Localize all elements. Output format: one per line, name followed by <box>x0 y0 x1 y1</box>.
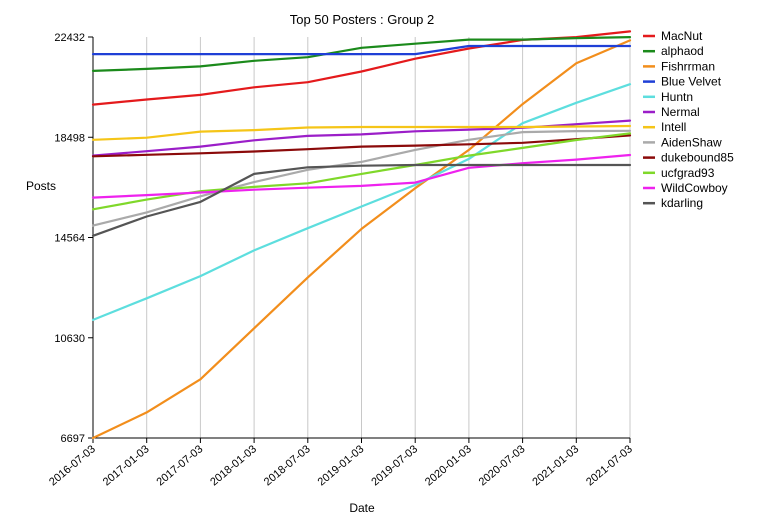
legend-label: ucfgrad93 <box>661 166 715 180</box>
y-tick-label: 14564 <box>54 233 85 245</box>
legend-label: alphaod <box>661 44 704 58</box>
x-tick-label: 2016-07-03 <box>47 443 98 488</box>
y-tick-label: 18498 <box>54 132 85 144</box>
x-tick-label: 2020-01-03 <box>423 443 474 488</box>
series-line <box>91 39 632 440</box>
legend-label: Fishrrman <box>661 59 715 73</box>
x-tick-label: 2017-01-03 <box>101 443 152 488</box>
series-line <box>91 83 632 321</box>
legend-label: Blue Velvet <box>661 75 722 89</box>
chart-title: Top 50 Posters : Group 2 <box>290 12 435 27</box>
series-lines <box>91 30 632 440</box>
y-ticks: 6697 10630 14564 18498 22432 <box>54 32 93 445</box>
legend-label: dukebound85 <box>661 151 734 165</box>
x-tick-label: 2021-07-03 <box>584 443 635 488</box>
legend-label: Huntn <box>661 90 693 104</box>
x-tick-label: 2018-01-03 <box>208 443 259 488</box>
x-ticks: 2016-07-03 2017-01-03 2017-07-03 2018-01-03… <box>47 438 635 488</box>
y-axis-label: Posts <box>26 179 56 193</box>
y-tick-label: 10630 <box>54 333 85 345</box>
series-line <box>91 153 632 199</box>
legend-label: Intell <box>661 120 686 134</box>
legend-label: WildCowboy <box>661 181 728 195</box>
series-line <box>91 44 632 56</box>
grid-lines <box>146 37 631 438</box>
y-tick-label: 22432 <box>54 32 85 44</box>
x-tick-label: 2019-07-03 <box>369 443 420 488</box>
x-tick-label: 2020-07-03 <box>477 443 528 488</box>
series-line <box>91 134 632 158</box>
x-tick-label: 2021-01-03 <box>530 443 581 488</box>
series-line <box>91 35 632 73</box>
x-tick-label: 2017-07-03 <box>155 443 206 488</box>
legend-label: kdarling <box>661 196 703 210</box>
legend-label: MacNut <box>661 29 703 43</box>
x-tick-label: 2019-01-03 <box>316 443 367 488</box>
legend-label: AidenShaw <box>661 135 722 149</box>
y-tick-label: 6697 <box>61 433 85 445</box>
series-line <box>91 124 632 141</box>
x-axis-label: Date <box>349 501 375 515</box>
x-tick-label: 2018-07-03 <box>262 443 313 488</box>
series-line <box>91 163 632 237</box>
series-line <box>91 129 632 227</box>
legend-label: Nermal <box>661 105 700 119</box>
